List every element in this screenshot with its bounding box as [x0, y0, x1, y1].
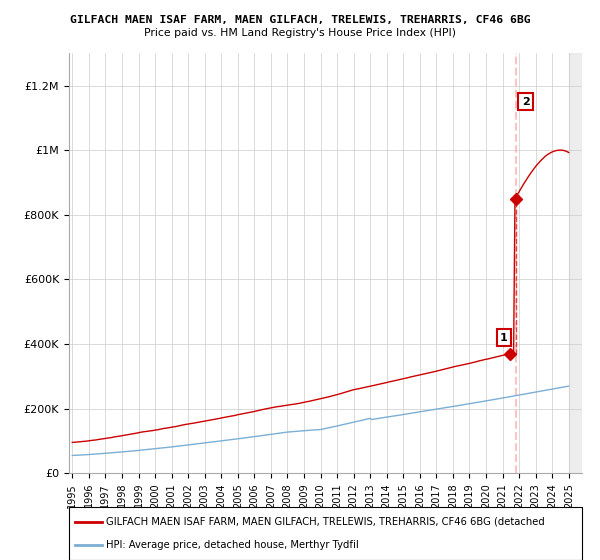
Text: GILFACH MAEN ISAF FARM, MAEN GILFACH, TRELEWIS, TREHARRIS, CF46 6BG (detached: GILFACH MAEN ISAF FARM, MAEN GILFACH, TR… — [106, 517, 545, 527]
Bar — [569, 53, 586, 473]
Text: 2: 2 — [521, 97, 529, 106]
Text: 1: 1 — [500, 333, 508, 343]
Text: Price paid vs. HM Land Registry's House Price Index (HPI): Price paid vs. HM Land Registry's House … — [144, 28, 456, 38]
Text: HPI: Average price, detached house, Merthyr Tydfil: HPI: Average price, detached house, Mert… — [106, 540, 359, 550]
Text: GILFACH MAEN ISAF FARM, MAEN GILFACH, TRELEWIS, TREHARRIS, CF46 6BG: GILFACH MAEN ISAF FARM, MAEN GILFACH, TR… — [70, 15, 530, 25]
